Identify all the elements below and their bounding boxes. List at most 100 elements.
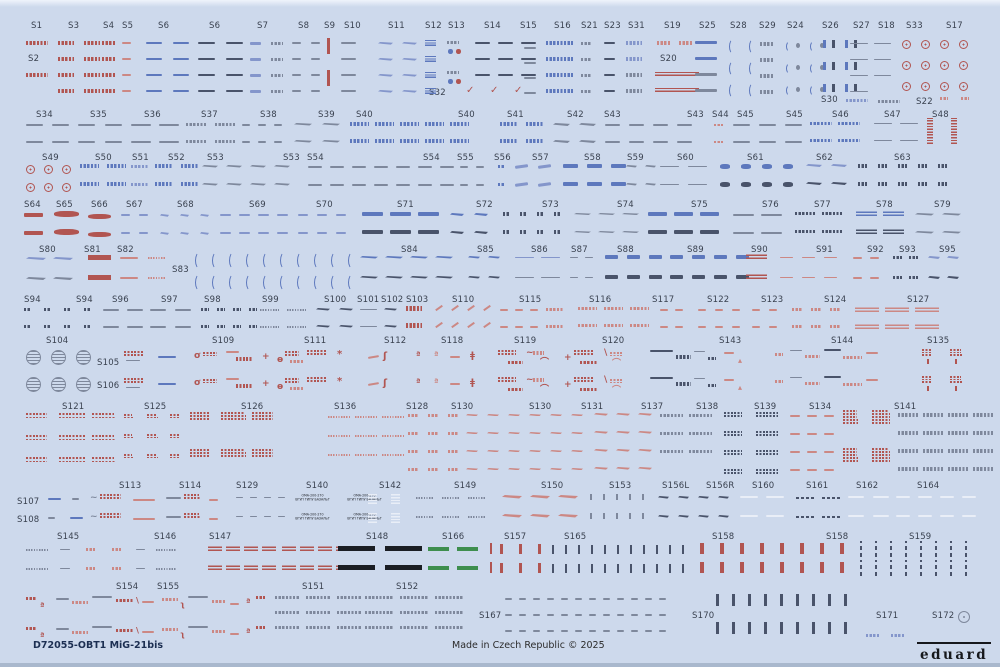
decal-mark — [92, 413, 122, 420]
decal-label: S68 — [177, 200, 194, 210]
decal-mark — [362, 230, 383, 234]
decal-mark — [311, 90, 320, 92]
decal-mark — [741, 182, 751, 187]
decal-mark — [626, 89, 642, 93]
decal-mark — [59, 435, 89, 442]
decal-mark — [724, 450, 749, 456]
decal-mark — [498, 165, 505, 168]
decal-mark — [823, 62, 826, 70]
decal-label: S23 — [604, 21, 621, 31]
decal-mark — [832, 40, 835, 48]
decal-label: S139 — [754, 402, 777, 412]
decal-mark — [749, 39, 757, 54]
decal-mark — [786, 63, 793, 74]
decal-label: S85 — [477, 245, 494, 255]
decal-mark — [307, 350, 335, 356]
decal-mark — [53, 257, 73, 260]
decal-label: S76 — [762, 200, 779, 210]
decal-mark — [669, 545, 671, 554]
decal-label: S4 — [103, 21, 115, 31]
decal-mark — [645, 630, 652, 632]
decal-mark — [947, 256, 959, 259]
decal-mark — [658, 515, 669, 518]
decal-mark — [260, 309, 279, 311]
decal-mark — [52, 124, 69, 126]
decal-label: S113 — [119, 481, 142, 491]
decal-mark — [382, 416, 405, 418]
decal-mark — [872, 410, 892, 425]
decal-mark — [905, 560, 907, 576]
decal-mark: ⌒ — [540, 358, 550, 368]
decal-mark — [190, 449, 218, 458]
decal-mark — [122, 42, 131, 44]
decal-mark — [418, 166, 432, 168]
decal-mark — [226, 565, 240, 570]
decal-mark — [843, 356, 862, 359]
decal-label: S60 — [677, 153, 694, 163]
decal-mark — [659, 630, 666, 632]
decal-mark — [188, 626, 208, 628]
decal-mark — [616, 449, 630, 452]
decal-label: S40 — [356, 110, 373, 120]
decal-mark — [26, 183, 35, 192]
decal-mark — [677, 141, 692, 143]
decal-mark — [103, 309, 119, 311]
decal-label: S87 — [571, 245, 588, 255]
decal-mark — [756, 412, 781, 418]
decal-mark — [72, 631, 88, 634]
decal-label: S70 — [316, 200, 333, 210]
decal-mark — [806, 164, 822, 167]
decal-mark — [631, 614, 638, 616]
decal-mark: ª — [434, 350, 439, 359]
decal-mark — [604, 564, 606, 573]
decal-mark — [854, 62, 857, 70]
decal-mark — [603, 513, 605, 519]
decal-mark — [476, 166, 484, 168]
decal-mark: ▴ — [738, 356, 743, 365]
decal-label: S74 — [617, 200, 634, 210]
decal-mark — [824, 451, 834, 453]
decal-label: S7 — [257, 21, 269, 31]
decal-mark — [440, 166, 454, 168]
decal-mark — [236, 357, 260, 361]
decal-mark — [212, 600, 225, 603]
decal-mark — [133, 518, 155, 520]
decal-label: S155 — [157, 582, 180, 592]
decal-mark — [571, 450, 583, 453]
decal-mark — [581, 58, 592, 61]
decal-mark — [679, 41, 692, 45]
decal-mark — [678, 496, 689, 499]
decal-mark — [579, 140, 596, 143]
decal-mark — [574, 213, 591, 215]
decal-mark — [718, 515, 729, 518]
decal-mark — [107, 164, 126, 168]
decal-mark — [875, 560, 877, 576]
decal-mark — [70, 517, 83, 520]
decal-mark — [490, 562, 492, 573]
decal-mark — [591, 545, 593, 554]
decal-mark — [277, 232, 288, 234]
decal-mark — [807, 469, 817, 471]
decal-mark: ✓ — [514, 85, 523, 96]
decal-mark — [508, 388, 523, 391]
decal-mark — [898, 431, 919, 435]
decal-mark — [626, 165, 637, 168]
decal-mark — [733, 214, 754, 216]
decal-label: S156L — [662, 481, 690, 491]
decal-mark — [56, 628, 69, 630]
decal-label: S98 — [204, 295, 221, 305]
decal-mark — [467, 321, 475, 328]
decal-mark — [26, 124, 43, 126]
decal-mark — [391, 493, 400, 504]
decal-mark — [131, 141, 151, 143]
decal-mark — [314, 274, 323, 291]
decal-mark — [866, 352, 878, 354]
decal-mark — [824, 349, 841, 351]
decal-mark — [959, 82, 968, 91]
decal-label: S103 — [406, 295, 429, 305]
decal-mark — [126, 387, 140, 389]
decal-mark — [88, 275, 111, 280]
decal-mark — [230, 633, 239, 635]
decal-mark — [695, 41, 717, 44]
